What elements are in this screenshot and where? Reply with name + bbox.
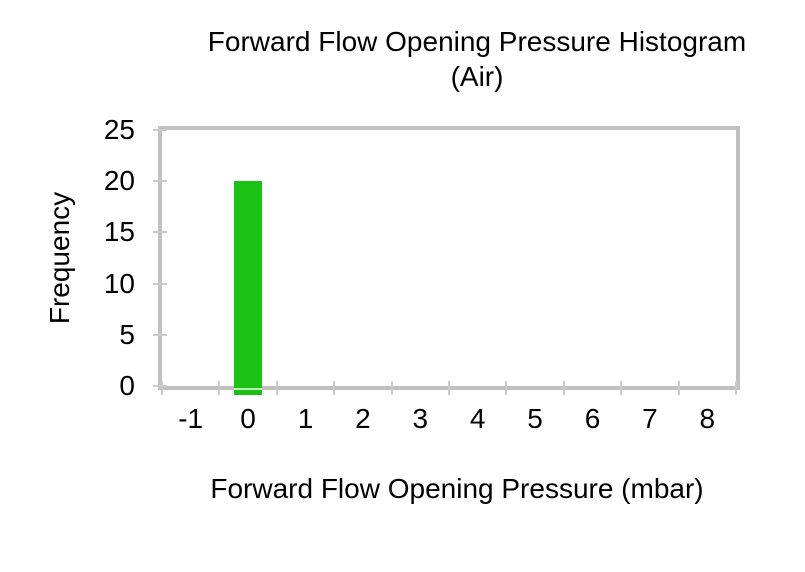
- axis-line-over-bar: [234, 388, 263, 390]
- x-axis-tick-mark: [390, 381, 393, 395]
- x-axis-tick-mark: [448, 381, 450, 395]
- y-axis-tick-mark: [153, 385, 167, 387]
- x-axis-tick-label: 1: [297, 403, 314, 434]
- y-axis-tick-mark: [153, 333, 167, 336]
- x-axis-tick-label: 5: [527, 403, 543, 434]
- x-axis-tick-mark: [333, 381, 336, 395]
- histogram-bar: [234, 181, 263, 395]
- x-axis-tick-label: 4: [469, 403, 486, 434]
- chart-title: Forward Flow Opening Pressure Histogram …: [172, 24, 782, 94]
- y-axis-tick-mark: [153, 282, 167, 285]
- x-axis-tick-label: 2: [355, 403, 371, 434]
- plot-area: 0 5 10 15 20 25 -1 0 1 2 3 4 5 6 7 8: [104, 114, 740, 434]
- x-axis-tick-mark: [505, 381, 508, 395]
- y-axis-title: Frequency: [44, 191, 75, 325]
- x-axis-title: Forward Flow Opening Pressure (mbar): [210, 473, 704, 504]
- x-axis-tick-label: 7: [642, 403, 658, 434]
- x-axis-tick-label: 0: [240, 403, 256, 434]
- y-axis-tick-mark: [153, 180, 167, 183]
- chart-title-line2: (Air): [450, 61, 504, 92]
- x-axis-tick-label: -1: [178, 403, 204, 434]
- x-axis-tick-mark: [218, 381, 221, 395]
- chart-title-line1: Forward Flow Opening Pressure Histogram: [207, 26, 747, 57]
- y-axis-tick-label: 0: [119, 370, 135, 401]
- x-axis-tick-label: 8: [699, 403, 716, 434]
- y-axis-tick-label: 10: [103, 267, 135, 299]
- y-axis-tick-label: 15: [103, 216, 135, 248]
- x-axis-tick-mark: [677, 381, 680, 395]
- y-axis-tick-label: 20: [103, 165, 135, 197]
- y-axis-tick-mark: [153, 231, 167, 234]
- y-axis-tick-mark: [153, 129, 167, 131]
- y-axis-tick-label: 5: [119, 318, 135, 350]
- x-axis-tick-mark: [275, 381, 278, 395]
- x-axis-tick-label: 6: [584, 403, 601, 434]
- x-axis-tick-mark: [562, 381, 565, 395]
- x-axis-tick-mark: [620, 381, 623, 395]
- x-axis-tick-mark: [735, 381, 737, 395]
- x-axis-tick-mark: [161, 381, 163, 395]
- x-axis-tick-label: 3: [412, 403, 429, 434]
- y-axis-tick-label: 25: [103, 114, 135, 145]
